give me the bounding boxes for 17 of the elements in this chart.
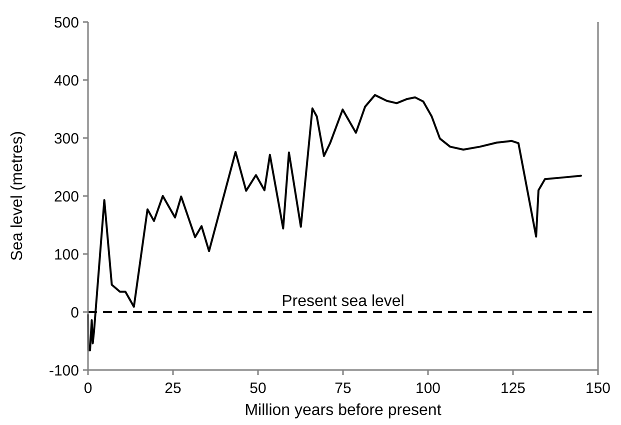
x-tick-label: 25 (164, 380, 182, 397)
x-tick-label: 100 (415, 380, 441, 397)
y-tick-label: 300 (54, 130, 79, 148)
y-tick-label: 500 (54, 14, 79, 32)
x-tick-label: 50 (250, 380, 266, 397)
y-tick-label: 400 (54, 72, 79, 90)
y-tick-label: -100 (48, 362, 79, 380)
ref-line-label: Present sea level (282, 293, 404, 310)
x-tick-label: 75 (334, 380, 352, 397)
y-axis-title: Sea level (metres) (9, 131, 26, 261)
y-tick-label: 0 (70, 304, 79, 322)
x-tick-label: 125 (500, 380, 526, 397)
y-tick-label: 100 (54, 246, 79, 264)
x-tick-label: 150 (585, 380, 611, 397)
x-axis-title: Million years before present (244, 402, 442, 419)
y-tick-label: 200 (54, 188, 79, 206)
x-tick-label: 0 (84, 380, 92, 397)
